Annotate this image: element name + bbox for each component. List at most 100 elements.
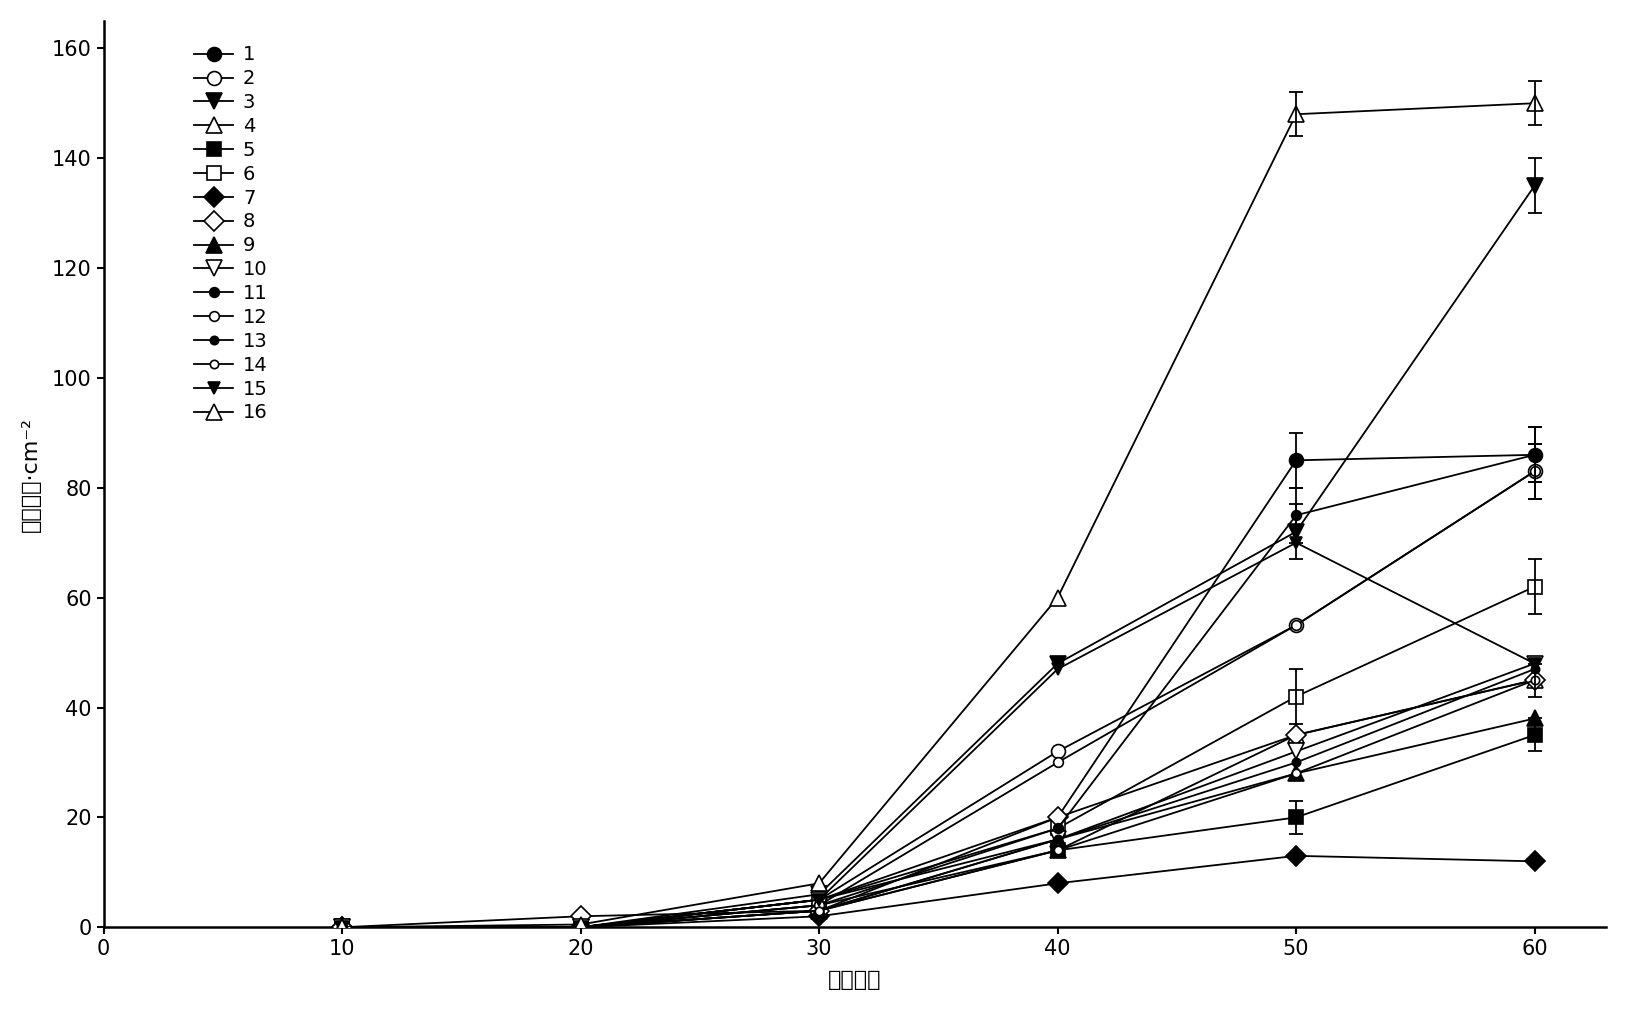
13 [332, 921, 351, 933]
6 [1524, 580, 1544, 592]
10 [1048, 833, 1067, 845]
Line: 4: 4 [335, 672, 1542, 935]
8 [571, 910, 591, 922]
6 [809, 894, 828, 906]
13 [1048, 833, 1067, 845]
4 [1524, 674, 1544, 686]
6 [1048, 822, 1067, 834]
1 [809, 894, 828, 906]
12 [1287, 619, 1306, 631]
Line: 8: 8 [335, 673, 1541, 934]
6 [1287, 691, 1306, 703]
14 [1524, 674, 1544, 686]
15 [1048, 663, 1067, 675]
9 [1048, 833, 1067, 845]
14 [809, 905, 828, 917]
13 [1287, 756, 1306, 768]
2 [809, 894, 828, 906]
10 [332, 921, 351, 933]
9 [809, 905, 828, 917]
5 [332, 921, 351, 933]
3 [809, 889, 828, 901]
Line: 15: 15 [335, 537, 1541, 933]
X-axis label: 时间／天: 时间／天 [828, 971, 882, 990]
13 [571, 921, 591, 933]
Line: 5: 5 [335, 728, 1541, 934]
Line: 12: 12 [337, 466, 1539, 932]
12 [332, 921, 351, 933]
5 [571, 921, 591, 933]
8 [809, 905, 828, 917]
4 [1048, 844, 1067, 856]
7 [1048, 878, 1067, 890]
6 [332, 921, 351, 933]
1 [571, 921, 591, 933]
Line: 6: 6 [335, 579, 1541, 934]
Line: 9: 9 [335, 711, 1542, 935]
2 [332, 921, 351, 933]
Y-axis label: 密度／株·cm⁻²: 密度／株·cm⁻² [21, 417, 41, 532]
16 [332, 921, 351, 933]
5 [1524, 729, 1544, 741]
16 [1524, 97, 1544, 109]
13 [809, 905, 828, 917]
7 [571, 921, 591, 933]
7 [1524, 855, 1544, 867]
15 [1524, 657, 1544, 669]
11 [1524, 449, 1544, 461]
8 [1048, 811, 1067, 823]
14 [1287, 767, 1306, 779]
13 [1524, 663, 1544, 675]
10 [809, 894, 828, 906]
9 [1524, 713, 1544, 725]
12 [1048, 756, 1067, 768]
Line: 10: 10 [335, 656, 1542, 935]
14 [1048, 844, 1067, 856]
9 [571, 921, 591, 933]
2 [571, 921, 591, 933]
11 [1048, 822, 1067, 834]
Line: 11: 11 [337, 450, 1539, 932]
9 [332, 921, 351, 933]
11 [1287, 510, 1306, 522]
11 [571, 921, 591, 933]
Line: 7: 7 [335, 849, 1541, 934]
8 [332, 921, 351, 933]
12 [1524, 465, 1544, 477]
11 [332, 921, 351, 933]
14 [571, 921, 591, 933]
5 [1048, 844, 1067, 856]
Line: 16: 16 [334, 95, 1542, 935]
4 [1287, 729, 1306, 741]
14 [332, 921, 351, 933]
4 [809, 899, 828, 911]
9 [1287, 767, 1306, 779]
3 [1524, 180, 1544, 192]
Line: 3: 3 [335, 178, 1542, 935]
16 [1287, 108, 1306, 120]
15 [809, 894, 828, 906]
5 [1287, 811, 1306, 823]
8 [1524, 674, 1544, 686]
7 [1287, 850, 1306, 862]
10 [1524, 657, 1544, 669]
Line: 13: 13 [338, 665, 1539, 931]
5 [809, 905, 828, 917]
1 [1524, 449, 1544, 461]
Line: 2: 2 [335, 464, 1541, 934]
2 [1524, 465, 1544, 477]
Line: 14: 14 [338, 676, 1539, 931]
10 [571, 921, 591, 933]
7 [809, 910, 828, 922]
1 [1287, 454, 1306, 466]
4 [571, 921, 591, 933]
6 [571, 921, 591, 933]
4 [332, 921, 351, 933]
16 [809, 878, 828, 890]
1 [332, 921, 351, 933]
7 [332, 921, 351, 933]
11 [809, 899, 828, 911]
3 [332, 921, 351, 933]
12 [571, 921, 591, 933]
3 [571, 921, 591, 933]
